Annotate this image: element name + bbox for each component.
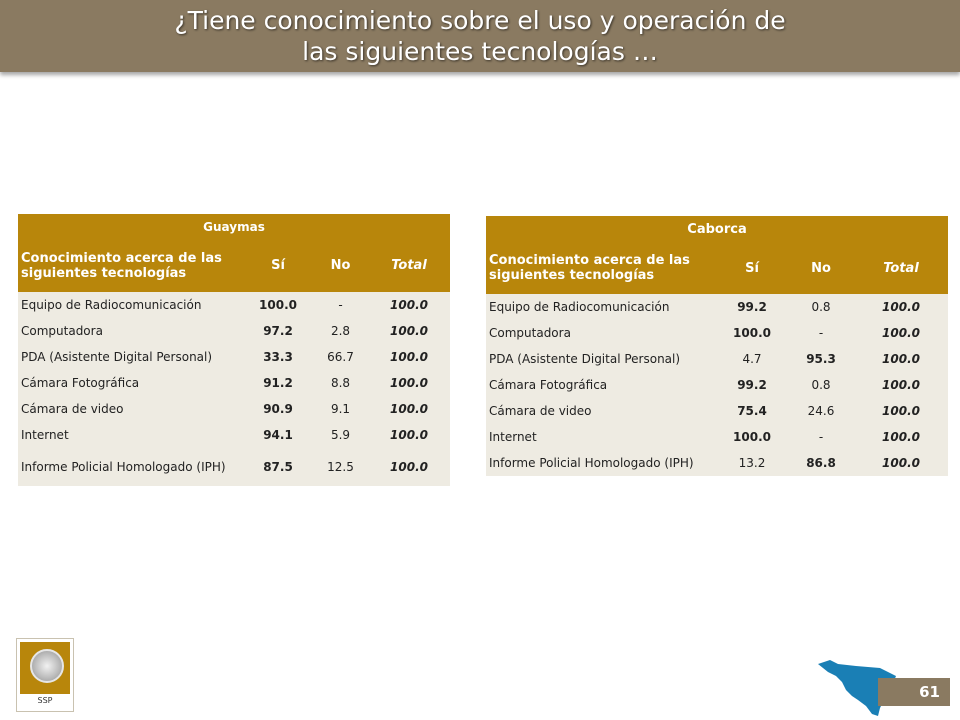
value-no: 9.1 xyxy=(313,396,368,422)
value-total: 100.0 xyxy=(854,398,949,424)
slide-header: ¿Tiene conocimiento sobre el uso y opera… xyxy=(0,0,960,72)
guaymas-table: Guaymas Conocimiento acerca de las sigui… xyxy=(18,214,450,486)
value-si: 33.3 xyxy=(243,344,313,370)
page-number: 61 xyxy=(878,678,950,706)
table-row: Equipo de Radiocomunicación 100.0 - 100.… xyxy=(18,292,450,318)
value-total: 100.0 xyxy=(854,372,949,398)
row-label: PDA (Asistente Digital Personal) xyxy=(486,346,716,372)
value-no: - xyxy=(788,320,854,346)
value-no: - xyxy=(313,292,368,318)
value-no: 2.8 xyxy=(313,318,368,344)
row-label: Informe Policial Homologado (IPH) xyxy=(486,450,716,476)
row-label: PDA (Asistente Digital Personal) xyxy=(18,344,243,370)
caborca-table: Caborca Conocimiento acerca de las sigui… xyxy=(486,216,949,476)
row-label: Computadora xyxy=(18,318,243,344)
row-label: Equipo de Radiocomunicación xyxy=(486,294,716,320)
value-total: 100.0 xyxy=(854,320,949,346)
sonora-map-icon xyxy=(818,660,896,716)
value-no: 8.8 xyxy=(313,370,368,396)
row-label: Informe Policial Homologado (IPH) xyxy=(18,448,243,486)
table-title: Guaymas xyxy=(18,214,450,239)
value-si: 91.2 xyxy=(243,370,313,396)
table-row: Internet 100.0 - 100.0 xyxy=(486,424,949,450)
value-total: 100.0 xyxy=(368,422,450,448)
table-title: Caborca xyxy=(486,216,949,242)
column-header-technology: Conocimiento acerca de las siguientes te… xyxy=(18,239,243,292)
row-label: Internet xyxy=(486,424,716,450)
value-total: 100.0 xyxy=(368,318,450,344)
table-row: Informe Policial Homologado (IPH) 13.2 8… xyxy=(486,450,949,476)
value-no: 95.3 xyxy=(788,346,854,372)
value-no: 66.7 xyxy=(313,344,368,370)
table-row: Equipo de Radiocomunicación 99.2 0.8 100… xyxy=(486,294,949,320)
value-si: 13.2 xyxy=(716,450,788,476)
column-header-no: No xyxy=(788,242,854,294)
logo-text: SSP xyxy=(37,696,53,705)
value-no: 5.9 xyxy=(313,422,368,448)
value-no: 0.8 xyxy=(788,294,854,320)
column-header-si: Sí xyxy=(243,239,313,292)
value-si: 90.9 xyxy=(243,396,313,422)
value-no: 24.6 xyxy=(788,398,854,424)
column-header-technology: Conocimiento acerca de las siguientes te… xyxy=(486,242,716,294)
value-total: 100.0 xyxy=(368,370,450,396)
row-label: Internet xyxy=(18,422,243,448)
value-no: 12.5 xyxy=(313,448,368,486)
table-row: Cámara de video 75.4 24.6 100.0 xyxy=(486,398,949,424)
row-label: Equipo de Radiocomunicación xyxy=(18,292,243,318)
value-si: 75.4 xyxy=(716,398,788,424)
row-label: Cámara Fotográfica xyxy=(486,372,716,398)
value-total: 100.0 xyxy=(854,450,949,476)
table-row: PDA (Asistente Digital Personal) 33.3 66… xyxy=(18,344,450,370)
ssp-seal-icon xyxy=(30,649,64,683)
table-row: Cámara de video 90.9 9.1 100.0 xyxy=(18,396,450,422)
table-row: Computadora 100.0 - 100.0 xyxy=(486,320,949,346)
value-total: 100.0 xyxy=(368,396,450,422)
value-si: 100.0 xyxy=(243,292,313,318)
row-label: Cámara Fotográfica xyxy=(18,370,243,396)
value-total: 100.0 xyxy=(854,294,949,320)
column-header-no: No xyxy=(313,239,368,292)
row-label: Computadora xyxy=(486,320,716,346)
value-total: 100.0 xyxy=(854,424,949,450)
value-si: 100.0 xyxy=(716,320,788,346)
value-si: 99.2 xyxy=(716,372,788,398)
table-row: Cámara Fotográfica 91.2 8.8 100.0 xyxy=(18,370,450,396)
table-row: Cámara Fotográfica 99.2 0.8 100.0 xyxy=(486,372,949,398)
value-total: 100.0 xyxy=(854,346,949,372)
table-row: Internet 94.1 5.9 100.0 xyxy=(18,422,450,448)
logo-background xyxy=(20,642,70,694)
value-si: 97.2 xyxy=(243,318,313,344)
row-label: Cámara de video xyxy=(486,398,716,424)
value-si: 94.1 xyxy=(243,422,313,448)
value-no: 0.8 xyxy=(788,372,854,398)
value-si: 4.7 xyxy=(716,346,788,372)
table-row: Computadora 97.2 2.8 100.0 xyxy=(18,318,450,344)
value-si: 100.0 xyxy=(716,424,788,450)
value-si: 99.2 xyxy=(716,294,788,320)
value-total: 100.0 xyxy=(368,292,450,318)
table-row: PDA (Asistente Digital Personal) 4.7 95.… xyxy=(486,346,949,372)
column-header-total: Total xyxy=(854,242,949,294)
value-no: 86.8 xyxy=(788,450,854,476)
value-total: 100.0 xyxy=(368,448,450,486)
row-label: Cámara de video xyxy=(18,396,243,422)
column-header-total: Total xyxy=(368,239,450,292)
slide-title-line-2: las siguientes tecnologías … xyxy=(302,37,658,66)
value-total: 100.0 xyxy=(368,344,450,370)
value-si: 87.5 xyxy=(243,448,313,486)
ssp-logo: SSP xyxy=(16,638,74,712)
table-row: Informe Policial Homologado (IPH) 87.5 1… xyxy=(18,448,450,486)
value-no: - xyxy=(788,424,854,450)
column-header-si: Sí xyxy=(716,242,788,294)
slide-title-line-1: ¿Tiene conocimiento sobre el uso y opera… xyxy=(174,6,786,35)
